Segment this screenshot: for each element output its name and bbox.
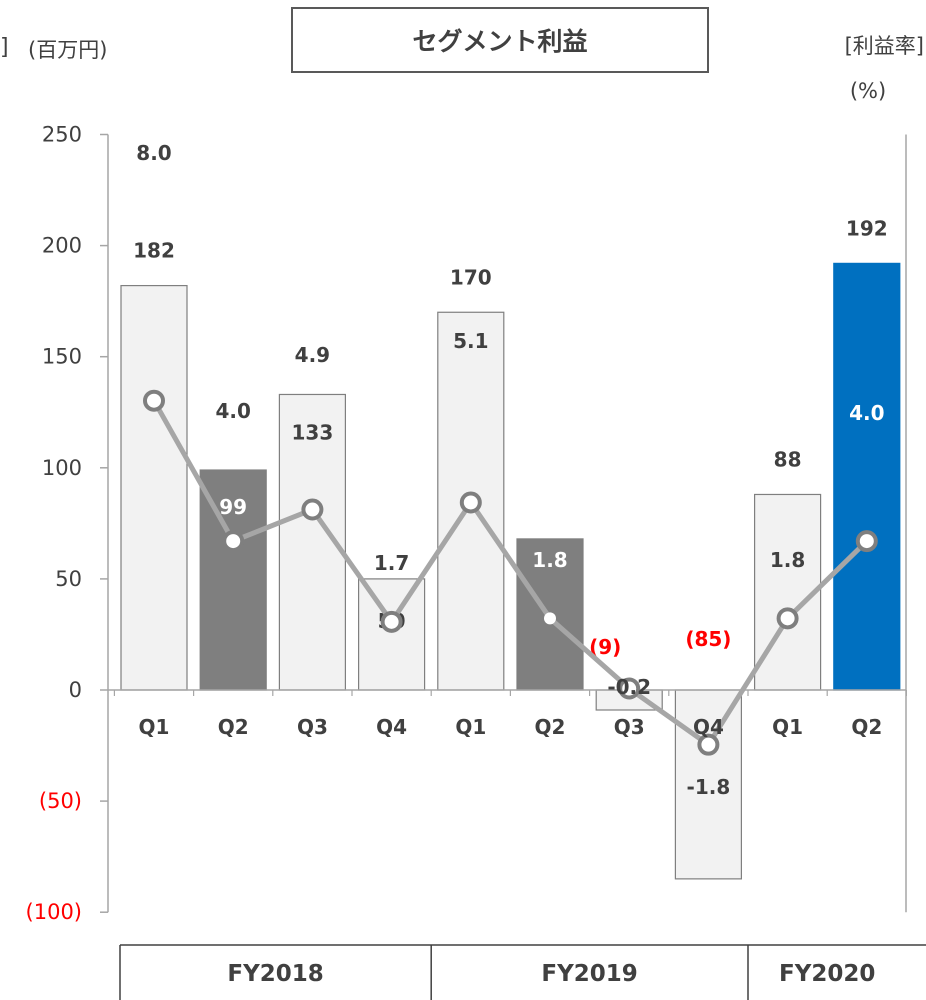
- bar: [358, 578, 426, 691]
- bar-value-label: 192: [846, 216, 888, 240]
- x-tick-label: Q1: [772, 715, 803, 739]
- ratio-marker: [380, 610, 403, 633]
- ratio-value-label: -0.2: [607, 675, 651, 699]
- ratio-marker: [855, 530, 878, 553]
- x-tick-label: Q4: [376, 715, 407, 739]
- bar-value-label: 182: [133, 239, 175, 263]
- x-tick-label: Q2: [851, 715, 882, 739]
- y-tick-label: 250: [42, 123, 82, 147]
- bar-value-label: 68: [536, 490, 564, 514]
- bar-value-label: 88: [774, 447, 802, 471]
- x-tick-label: Q3: [297, 715, 328, 739]
- ratio-value-label: 1.7: [374, 551, 409, 575]
- ratio-marker: [143, 389, 165, 412]
- title-box: [291, 7, 709, 73]
- ratio-value-label: 4.0: [849, 401, 884, 425]
- ratio-value-label: 1.8: [770, 548, 805, 572]
- ratio-value-label: 8.0: [136, 141, 171, 165]
- y-tick-label: 50: [55, 567, 82, 591]
- x-tick-label: Q4: [693, 715, 724, 739]
- ratio-value-label: 5.1: [453, 329, 488, 353]
- ratio-value-label: 1.8: [532, 548, 567, 572]
- x-tick-label: Q1: [455, 715, 486, 739]
- fiscal-year-label: FY2020: [779, 961, 875, 987]
- ratio-value-label: -1.8: [687, 775, 731, 799]
- x-tick-label: Q2: [535, 715, 566, 739]
- bar: [674, 689, 743, 880]
- y-tick-label: (50): [39, 789, 82, 813]
- bar-value-label: 99: [219, 495, 247, 519]
- y-tick-label: (100): [26, 900, 82, 924]
- y-tick-label: 0: [69, 678, 82, 702]
- x-tick-label: Q1: [139, 715, 170, 739]
- ratio-marker: [544, 612, 556, 625]
- ratio-marker: [222, 530, 245, 553]
- ratio-marker: [697, 733, 720, 756]
- ratio-marker: [301, 498, 324, 521]
- ratio-value-label: 4.9: [295, 343, 330, 367]
- y-tick-label: 150: [42, 345, 82, 369]
- bar: [120, 284, 188, 691]
- bar-value-label: 170: [450, 265, 492, 289]
- plot-area: 250200150100500(50)(100)182991335017068(…: [26, 123, 926, 1000]
- x-tick-label: Q3: [614, 715, 645, 739]
- y-tick-label: 100: [42, 456, 82, 480]
- ratio-marker: [459, 491, 482, 514]
- ratio-marker: [776, 607, 799, 630]
- bar-value-label: (85): [685, 627, 731, 651]
- ratio-marker: [618, 677, 641, 700]
- right-axis-unit: (%): [850, 79, 886, 103]
- y-tick-label: 200: [42, 234, 82, 258]
- fiscal-year-label: FY2019: [541, 961, 637, 987]
- left-axis-unit: (百万円): [28, 38, 107, 62]
- ratio-line: [151, 399, 869, 748]
- ratio-value-label: 4.0: [215, 399, 250, 423]
- left-bracket: ]: [0, 35, 9, 60]
- fiscal-year-label: FY2018: [227, 961, 323, 987]
- bar: [833, 262, 901, 691]
- bar-value-label: 133: [292, 420, 334, 444]
- chart-title: セグメント利益: [412, 27, 587, 56]
- right-axis-label: [利益率]: [845, 34, 924, 58]
- bar: [753, 493, 822, 691]
- x-tick-label: Q2: [218, 715, 249, 739]
